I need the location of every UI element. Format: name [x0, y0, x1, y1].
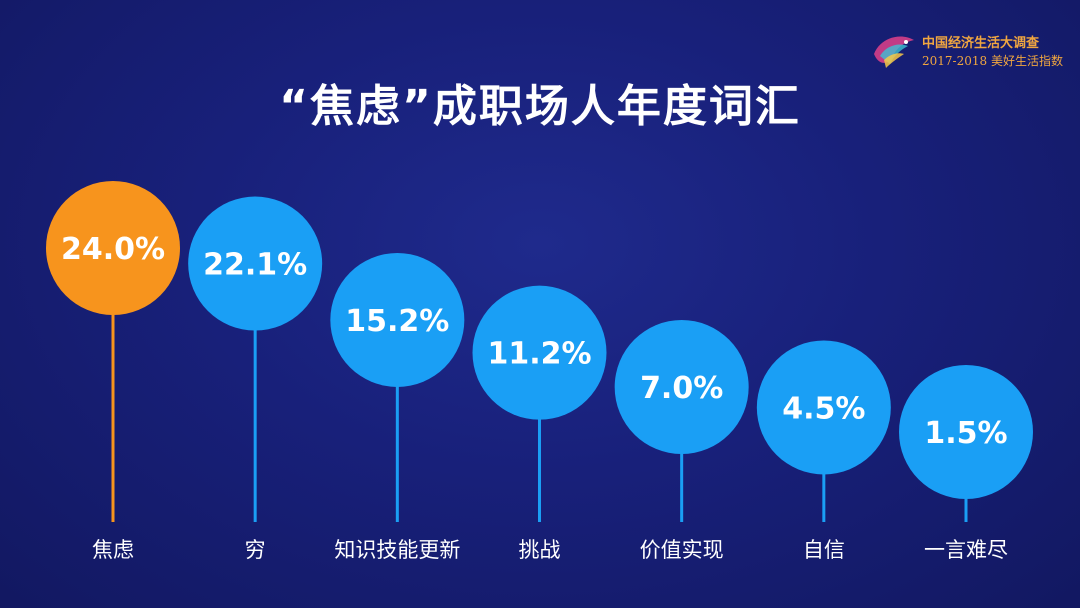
lollipop-item: 7.0% 价值实现: [614, 320, 749, 562]
brand-line2: 2017-2018 美好生活指数: [922, 54, 1063, 68]
value-bubble: [756, 340, 891, 475]
value-label: 15.2%: [345, 304, 449, 339]
value-label: 11.2%: [487, 337, 591, 372]
value-bubble: [188, 196, 323, 331]
category-label: 一言难尽: [924, 538, 1008, 562]
value-bubble: [46, 181, 180, 315]
value-bubble: [472, 285, 607, 420]
lollipop-item: 15.2% 知识技能更新: [330, 252, 465, 562]
category-label: 自信: [803, 538, 845, 562]
value-label: 4.5%: [782, 391, 865, 426]
lollipop-item: 24.0% 焦虑: [46, 181, 180, 562]
value-label: 1.5%: [924, 416, 1007, 451]
value-bubble: [330, 252, 465, 387]
lollipop-item: 1.5% 一言难尽: [899, 365, 1033, 562]
brand-line1: 中国经济生活大调查: [922, 36, 1040, 51]
page-title: “焦虑”成职场人年度词汇: [279, 81, 801, 132]
value-label: 24.0%: [61, 232, 165, 267]
category-label: 知识技能更新: [334, 538, 460, 562]
value-bubble: [899, 365, 1033, 499]
value-bubble: [614, 320, 749, 455]
value-label: 7.0%: [640, 371, 723, 406]
brand-logo: 中国经济生活大调查 2017-2018 美好生活指数: [870, 30, 1063, 74]
lollipop-item: 4.5% 自信: [756, 340, 891, 562]
category-label: 穷: [245, 538, 266, 562]
category-label: 焦虑: [92, 538, 134, 562]
lollipop-item: 22.1% 穷: [188, 196, 323, 562]
category-label: 挑战: [519, 538, 561, 562]
lollipop-item: 11.2% 挑战: [472, 285, 607, 562]
category-label: 价值实现: [640, 538, 724, 562]
colorful-bird-logo-icon: [874, 36, 914, 68]
value-label: 22.1%: [203, 248, 307, 283]
